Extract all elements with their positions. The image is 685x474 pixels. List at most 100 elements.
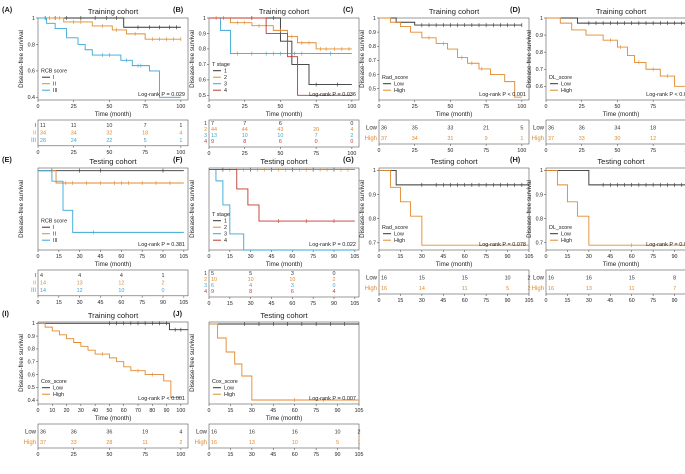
risk-x-tick-label: 60 (629, 298, 635, 304)
logrank-pvalue: Log-rank P = 0.022 (309, 242, 356, 248)
risk-count: 5 (211, 271, 214, 277)
risk-count: 2 (358, 430, 361, 436)
risk-row-label: High (532, 136, 544, 142)
panel-d: (D)Training cohort0.60.70.80.91025507510… (510, 5, 685, 154)
legend-label: 3 (224, 232, 227, 238)
km-curve-high (546, 17, 685, 87)
risk-x-tick-label: 105 (355, 452, 364, 458)
x-tick-label: 45 (98, 254, 104, 260)
km-curve-4 (209, 17, 352, 96)
risk-x-tick-label: 25 (579, 148, 585, 154)
risk-count: 36 (381, 126, 387, 132)
risk-x-tick-label: 25 (242, 151, 248, 157)
x-tick-label: 75 (142, 104, 148, 110)
y-tick-label: 0.8 (369, 44, 376, 50)
x-tick-label: 60 (289, 254, 295, 260)
risk-table-frame (545, 119, 685, 145)
risk-count: 4 (78, 273, 81, 279)
risk-x-tick-label: 25 (71, 452, 77, 458)
panel-title: Testing cohort (597, 157, 645, 166)
x-tick-label: 50 (614, 104, 620, 110)
y-tick-label: 0.9 (369, 30, 376, 36)
risk-count: 11 (462, 286, 468, 292)
risk-count: 33 (71, 440, 77, 446)
risk-table-frame (378, 269, 530, 295)
risk-row-label: 3 (204, 133, 207, 139)
risk-count: 31 (447, 136, 453, 142)
risk-x-tick-label: 15 (227, 452, 233, 458)
risk-count: 13 (211, 133, 217, 139)
risk-count: 10 (242, 133, 248, 139)
x-axis-label: Time (month) (95, 111, 132, 118)
risk-row-label: Low (366, 276, 378, 282)
logrank-pvalue: Log-rank P = 0.029 (138, 92, 185, 98)
risk-count: 16 (211, 440, 217, 446)
y-tick-label: 0.8 (369, 216, 376, 222)
x-tick-label: 30 (586, 254, 592, 260)
risk-count: 19 (142, 430, 148, 436)
y-tick-label: 0.4 (28, 398, 35, 404)
risk-table-frame (208, 119, 360, 148)
risk-x-tick-label: 45 (269, 301, 275, 307)
y-axis-label: Disease-free survival (189, 334, 196, 392)
risk-row-label: High (195, 440, 207, 446)
risk-x-tick-label: 15 (564, 298, 570, 304)
risk-row-label: I (35, 273, 36, 279)
risk-count: 34 (71, 130, 77, 136)
risk-count: 10 (277, 133, 283, 139)
risk-x-tick-label: 0 (545, 148, 548, 154)
risk-count: 11 (71, 123, 77, 129)
x-tick-label: 70 (135, 408, 141, 414)
y-tick-label: 1 (540, 16, 543, 22)
x-axis-label: Time (month) (436, 261, 473, 268)
risk-count: 4 (350, 127, 353, 133)
logrank-pvalue: Log-rank P = 0.381 (138, 242, 185, 248)
x-tick-label: 105 (355, 408, 364, 414)
logrank-pvalue: Log-rank P < 0.001 (646, 92, 685, 98)
risk-count: 43 (277, 127, 283, 133)
legend-label: III (53, 238, 58, 244)
x-tick-label: 105 (350, 254, 359, 260)
x-tick-label: 45 (607, 254, 613, 260)
x-tick-label: 25 (71, 104, 77, 110)
legend-label: 2 (224, 75, 227, 81)
risk-row-label: Low (533, 276, 545, 282)
risk-count: 10 (292, 440, 298, 446)
risk-count: 35 (412, 126, 418, 132)
legend-label: 1 (224, 219, 227, 225)
risk-x-tick-label: 100 (176, 150, 185, 156)
risk-count: 44 (211, 127, 217, 133)
legend-label: High (561, 238, 572, 244)
x-tick-label: 0 (378, 254, 381, 260)
risk-count: 0 (162, 288, 165, 294)
risk-x-tick-label: 0 (378, 148, 381, 154)
km-curve-ii (38, 17, 181, 40)
risk-x-tick-label: 75 (139, 300, 145, 306)
y-tick-label: 0.9 (536, 192, 543, 198)
y-tick-label: 0.5 (369, 86, 376, 92)
risk-count: 4 (179, 130, 182, 136)
x-tick-label: 75 (650, 104, 656, 110)
risk-count: 10 (106, 123, 112, 129)
risk-x-tick-label: 0 (378, 298, 381, 304)
x-tick-label: 80 (149, 408, 155, 414)
km-curve-high (38, 322, 181, 399)
panel-label: (A) (2, 5, 13, 14)
panel-label: (I) (2, 309, 10, 318)
x-tick-label: 100 (347, 104, 356, 110)
legend-label: III (53, 88, 58, 94)
risk-count: 6 (211, 283, 214, 289)
x-tick-label: 50 (447, 104, 453, 110)
y-tick-label: 0.5 (28, 385, 35, 391)
km-curve-1 (209, 17, 352, 85)
risk-count: 16 (381, 286, 387, 292)
x-tick-label: 60 (462, 254, 468, 260)
risk-count: 16 (292, 430, 298, 436)
risk-x-tick-label: 75 (483, 148, 489, 154)
x-tick-label: 90 (160, 254, 166, 260)
risk-count: 16 (249, 430, 255, 436)
legend-label: 4 (224, 238, 227, 244)
